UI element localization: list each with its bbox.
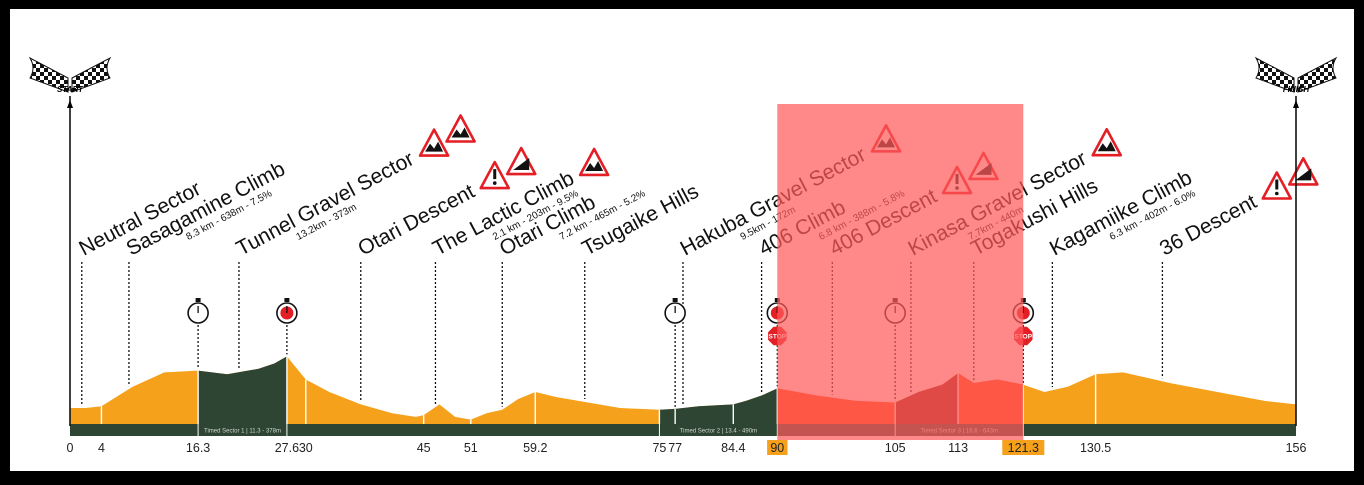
start-pole-tip xyxy=(67,100,73,108)
timed-sector-bar: Timed Sector 1 | 11.3 - 378m Timed Sector… xyxy=(70,424,1296,436)
km-axis: 0 4 16.3 27.6 30 45 51 59.2 75 77 84.4 90 105 113 121.… xyxy=(67,440,1307,455)
start-flag-left-icon xyxy=(28,56,69,93)
gravel-warning-icon xyxy=(578,147,610,177)
highlight-box xyxy=(777,104,1024,440)
start-flag-right-icon xyxy=(71,56,112,93)
stopwatch-crown xyxy=(672,298,678,302)
km-tick-label: 121.3 xyxy=(1008,441,1039,455)
finish-label: FINISH xyxy=(1283,85,1309,94)
km-tick-label: 77 xyxy=(668,441,682,455)
km-tick-label: 16.3 xyxy=(186,441,210,455)
km-tick-label: 105 xyxy=(885,441,906,455)
finish-flag-right-icon xyxy=(1297,56,1338,93)
km-tick-label: 75 xyxy=(652,441,666,455)
caution-sign-icon xyxy=(1261,171,1293,200)
gravel-warning-icon xyxy=(1091,127,1123,157)
timed-sector-label-2: Timed Sector 2 | 13.4 - 490m xyxy=(680,429,757,435)
gravel-warning-icon xyxy=(418,128,450,157)
finish-pole-tip xyxy=(1293,100,1299,108)
start-label: START xyxy=(57,85,84,94)
timed-sector-area-1 xyxy=(198,356,287,424)
km-tick-label: 130.5 xyxy=(1080,441,1111,455)
steep-descent-sign-icon xyxy=(505,146,537,176)
km-tick-label: 59.2 xyxy=(523,441,547,455)
km-badge xyxy=(1002,440,1045,455)
km-badge xyxy=(767,440,788,455)
km-tick-label: 0 xyxy=(67,441,74,455)
km-tick-label: 27.6 xyxy=(275,441,299,455)
km-tick-label: 90 xyxy=(770,441,784,455)
stopwatch-crown xyxy=(195,298,201,302)
km-tick-label: 4 xyxy=(98,441,105,455)
stopwatch-crown xyxy=(284,298,290,302)
caution-sign-icon xyxy=(479,160,511,190)
highlight-overlay xyxy=(777,104,1024,440)
km-tick-label: 51 xyxy=(464,441,478,455)
timed-sector-area-2 xyxy=(659,388,778,424)
timed-sector-label-1: Timed Sector 1 | 11.3 - 378m xyxy=(204,429,281,435)
finish-flag-left-icon xyxy=(1254,56,1295,93)
stop-sign-label: STOP xyxy=(1014,334,1032,341)
km-tick-label: 156 xyxy=(1286,441,1307,455)
km-tick-label: 84.4 xyxy=(721,441,745,455)
gravel-warning-icon xyxy=(445,114,476,143)
km-tick-label: 113 xyxy=(948,441,968,455)
km-tick-label: 30 xyxy=(299,441,313,455)
start-finish-flags: START FINISH xyxy=(28,56,1338,426)
km-tick-label: 45 xyxy=(417,441,431,455)
